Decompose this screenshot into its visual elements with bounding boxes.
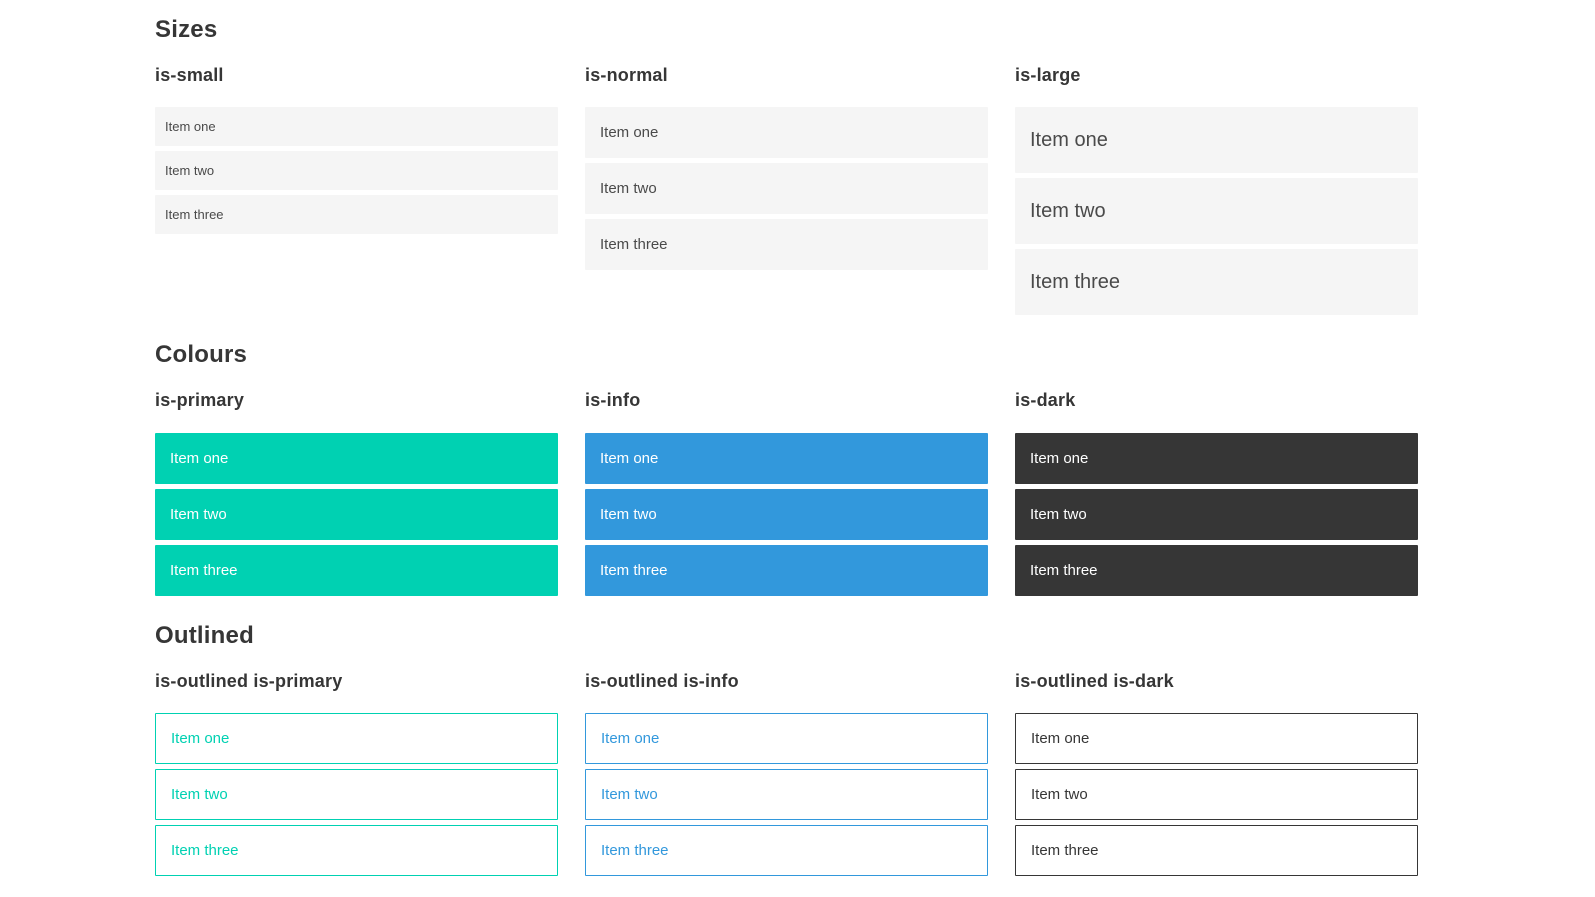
list-item[interactable]: Item one <box>155 432 558 484</box>
column-is-outlined-is-dark: is-outlined is-dark Item one Item two It… <box>1015 671 1418 877</box>
column-heading-is-large: is-large <box>1015 64 1081 85</box>
list-item[interactable]: Item two <box>585 769 988 821</box>
column-is-info: is-info Item one Item two Item three <box>585 390 988 596</box>
list-item[interactable]: Item three <box>585 825 988 877</box>
section-title-outlined: Outlined <box>155 621 254 649</box>
section-outlined: Outlined is-outlined is-primary Item one… <box>155 621 1418 877</box>
list-item[interactable]: Item two <box>1015 769 1418 821</box>
colours-columns: is-primary Item one Item two Item three … <box>155 390 1418 596</box>
section-sizes: Sizes is-small Item one Item two Item th… <box>155 16 1418 316</box>
list-item[interactable]: Item one <box>1015 107 1418 174</box>
column-heading-is-normal: is-normal <box>585 64 668 85</box>
list-item[interactable]: Item three <box>1015 825 1418 877</box>
list-item[interactable]: Item three <box>155 544 558 596</box>
list-item[interactable]: Item three <box>585 219 988 271</box>
list-large: Item one Item two Item three <box>1015 107 1418 316</box>
list-item[interactable]: Item two <box>585 488 988 540</box>
column-is-outlined-is-info: is-outlined is-info Item one Item two It… <box>585 671 988 877</box>
list-item[interactable]: Item two <box>585 163 988 215</box>
column-is-large: is-large Item one Item two Item three <box>1015 65 1418 316</box>
list-item[interactable]: Item three <box>155 195 558 235</box>
list-item[interactable]: Item two <box>155 151 558 191</box>
column-heading-is-small: is-small <box>155 64 224 85</box>
list-outlined-dark: Item one Item two Item three <box>1015 713 1418 877</box>
list-small: Item one Item two Item three <box>155 107 558 235</box>
list-item[interactable]: Item one <box>1015 432 1418 484</box>
column-is-dark: is-dark Item one Item two Item three <box>1015 390 1418 596</box>
list-item[interactable]: Item one <box>585 107 988 159</box>
list-item[interactable]: Item one <box>1015 713 1418 765</box>
list-normal: Item one Item two Item three <box>585 107 988 271</box>
list-dark: Item one Item two Item three <box>1015 432 1418 596</box>
list-item[interactable]: Item two <box>1015 178 1418 245</box>
column-heading-is-primary: is-primary <box>155 390 245 411</box>
column-is-primary: is-primary Item one Item two Item three <box>155 390 558 596</box>
column-heading-is-info: is-info <box>585 390 641 411</box>
list-item[interactable]: Item two <box>155 488 558 540</box>
section-title-colours: Colours <box>155 341 248 369</box>
column-heading-is-outlined-is-dark: is-outlined is-dark <box>1015 670 1174 691</box>
column-heading-is-dark: is-dark <box>1015 390 1076 411</box>
component-demo-page: Sizes is-small Item one Item two Item th… <box>155 16 1418 877</box>
list-item[interactable]: Item three <box>1015 249 1418 316</box>
column-is-outlined-is-primary: is-outlined is-primary Item one Item two… <box>155 671 558 877</box>
list-item[interactable]: Item three <box>585 544 988 596</box>
list-item[interactable]: Item one <box>585 713 988 765</box>
list-item[interactable]: Item three <box>1015 544 1418 596</box>
column-heading-is-outlined-is-primary: is-outlined is-primary <box>155 670 343 691</box>
list-item[interactable]: Item one <box>155 107 558 147</box>
column-is-normal: is-normal Item one Item two Item three <box>585 65 988 316</box>
sizes-columns: is-small Item one Item two Item three is… <box>155 65 1418 316</box>
list-item[interactable]: Item three <box>155 825 558 877</box>
column-is-small: is-small Item one Item two Item three <box>155 65 558 316</box>
list-outlined-info: Item one Item two Item three <box>585 713 988 877</box>
list-item[interactable]: Item two <box>155 769 558 821</box>
section-title-sizes: Sizes <box>155 16 218 43</box>
section-colours: Colours is-primary Item one Item two Ite… <box>155 341 1418 596</box>
list-item[interactable]: Item one <box>585 432 988 484</box>
list-info: Item one Item two Item three <box>585 432 988 596</box>
list-primary: Item one Item two Item three <box>155 432 558 596</box>
list-item[interactable]: Item two <box>1015 488 1418 540</box>
outlined-columns: is-outlined is-primary Item one Item two… <box>155 671 1418 877</box>
column-heading-is-outlined-is-info: is-outlined is-info <box>585 670 739 691</box>
list-outlined-primary: Item one Item two Item three <box>155 713 558 877</box>
list-item[interactable]: Item one <box>155 713 558 765</box>
